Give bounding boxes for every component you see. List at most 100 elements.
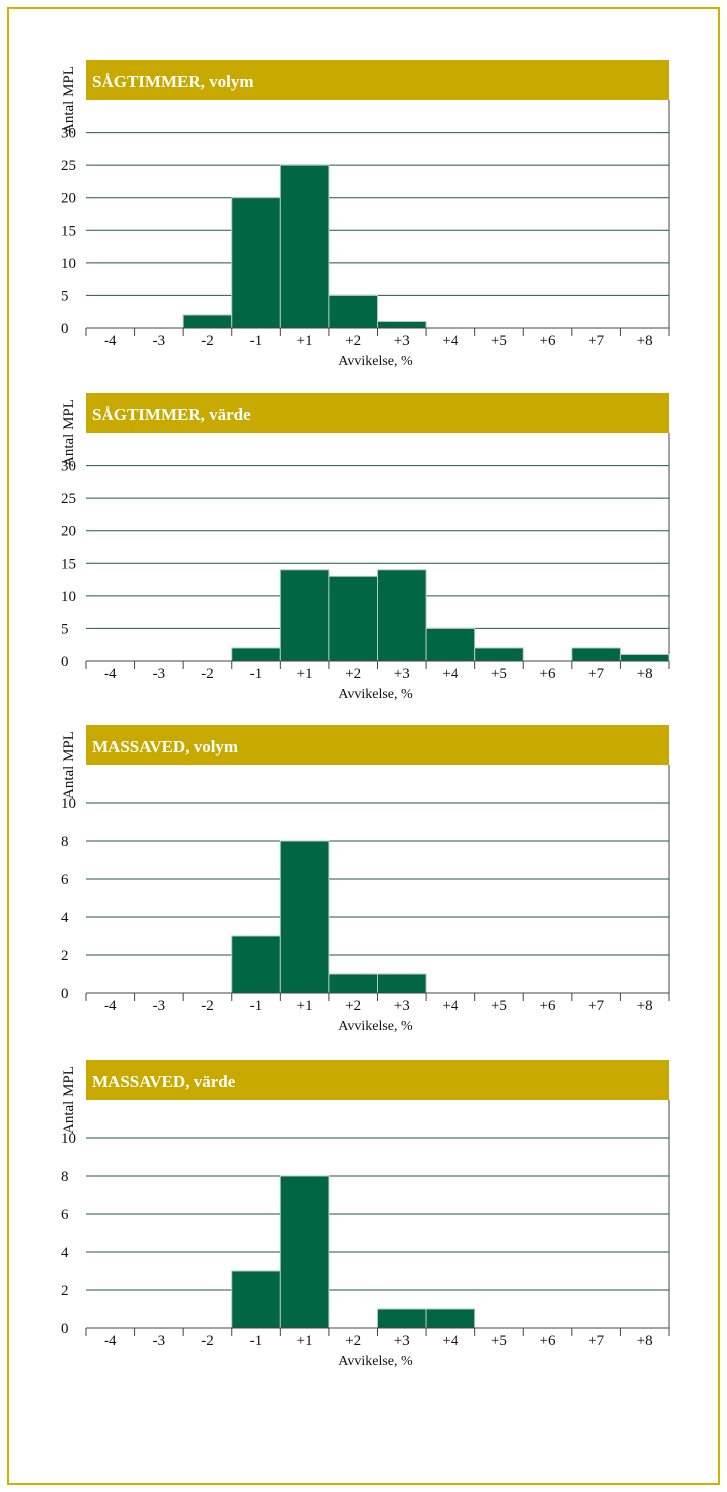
- histogram-bar: [280, 1176, 329, 1328]
- x-tick-label: -2: [201, 666, 214, 682]
- chart-panel: SÅGTIMMER, värde Antal MPL 0 5 10 15 20 25 30 -4 -…: [0, 393, 727, 713]
- y-tick-label: 6: [61, 872, 69, 888]
- x-tick-label: +2: [345, 666, 361, 682]
- y-tick-label: 30: [61, 459, 76, 475]
- y-axis-label: Antal MPL: [61, 1066, 77, 1134]
- x-tick-label: -4: [104, 1333, 117, 1349]
- x-tick-label: +2: [345, 333, 361, 349]
- x-tick-label: +1: [297, 998, 313, 1014]
- y-tick-label: 2: [61, 1283, 69, 1299]
- x-tick-label: -4: [104, 666, 117, 682]
- y-tick-label: 0: [61, 654, 69, 670]
- x-axis-label: Avvikelse, %: [338, 1354, 413, 1369]
- y-tick-label: 5: [61, 288, 69, 304]
- histogram-bar: [378, 974, 427, 993]
- chart-title: SÅGTIMMER, värde: [92, 405, 251, 424]
- histogram-bar: [329, 295, 378, 328]
- histogram-bar: [378, 321, 427, 328]
- y-tick-label: 8: [61, 1169, 69, 1185]
- x-tick-label: +3: [394, 333, 410, 349]
- x-tick-label: +6: [540, 1333, 556, 1349]
- histogram-bar: [280, 570, 329, 661]
- chart-panel: MASSAVED, volym Antal MPL 0 2 4 6 8 10 -4 -3 -2 -1 +…: [0, 725, 727, 1045]
- x-tick-label: -3: [153, 666, 166, 682]
- y-tick-label: 10: [61, 1131, 76, 1147]
- histogram-chart: MASSAVED, volymAntal MPL0246810-4 -3 -2 -1 +…: [0, 725, 727, 1045]
- histogram-bar: [329, 974, 378, 993]
- histogram-bar: [280, 841, 329, 993]
- x-tick-label: -4: [104, 333, 117, 349]
- x-tick-label: -1: [250, 666, 263, 682]
- chart-panel: SÅGTIMMER, volym Antal MPL 0 5 10 15 20 25 30 -4 -…: [0, 60, 727, 380]
- x-tick-label: +6: [540, 998, 556, 1014]
- y-tick-label: 8: [61, 834, 69, 850]
- histogram-bar: [378, 570, 427, 661]
- chart-title: MASSAVED, volym: [92, 737, 238, 756]
- y-axis-label: Antal MPL: [61, 399, 77, 467]
- y-tick-label: 25: [61, 491, 76, 507]
- x-axis-label: Avvikelse, %: [338, 687, 413, 702]
- x-tick-label: +7: [588, 1333, 604, 1349]
- y-tick-label: 10: [61, 589, 76, 605]
- x-tick-label: +6: [540, 666, 556, 682]
- x-tick-label: -3: [153, 998, 166, 1014]
- y-axis-label: Antal MPL: [61, 731, 77, 799]
- x-tick-label: +2: [345, 998, 361, 1014]
- x-tick-label: +8: [637, 998, 653, 1014]
- y-tick-label: 20: [61, 524, 76, 540]
- histogram-bar: [280, 165, 329, 328]
- x-tick-label: -2: [201, 998, 214, 1014]
- x-tick-label: +8: [637, 333, 653, 349]
- histogram-bar: [475, 648, 524, 661]
- x-tick-label: +5: [491, 666, 507, 682]
- histogram-bar: [426, 1309, 475, 1328]
- x-tick-label: +4: [442, 1333, 458, 1349]
- histogram-chart: SÅGTIMMER, volym Antal MPL 0 5 10 15 20 25 30 -4 -…: [0, 60, 727, 380]
- chart-panel: MASSAVED, värde Antal MPL 0 2 4 6 8 10 -4 -3 -2 -1 +…: [0, 1060, 727, 1380]
- histogram-bar: [620, 654, 669, 661]
- y-tick-label: 4: [61, 1245, 69, 1261]
- y-tick-label: 0: [61, 1321, 69, 1337]
- x-tick-label: +7: [588, 666, 604, 682]
- x-tick-label: +3: [394, 1333, 410, 1349]
- histogram-bar: [183, 315, 232, 328]
- histogram-bar: [329, 576, 378, 661]
- x-tick-label: -3: [153, 1333, 166, 1349]
- histogram-bar: [378, 1309, 427, 1328]
- x-tick-label: +5: [491, 998, 507, 1014]
- x-tick-label: +2: [345, 1333, 361, 1349]
- y-tick-label: 0: [61, 321, 69, 337]
- x-tick-label: -1: [250, 1333, 263, 1349]
- y-tick-label: 15: [61, 223, 76, 239]
- histogram-bar: [232, 936, 281, 993]
- y-tick-label: 10: [61, 256, 76, 272]
- x-tick-label: +3: [394, 666, 410, 682]
- x-tick-label: +1: [297, 333, 313, 349]
- chart-title: SÅGTIMMER, volym: [92, 72, 254, 91]
- x-tick-label: +7: [588, 333, 604, 349]
- x-tick-label: -1: [250, 333, 263, 349]
- x-tick-label: +6: [540, 333, 556, 349]
- y-tick-label: 6: [61, 1207, 69, 1223]
- x-tick-label: +8: [637, 1333, 653, 1349]
- chart-title: MASSAVED, värde: [92, 1072, 236, 1091]
- histogram-bar: [232, 198, 281, 328]
- y-tick-label: 30: [61, 126, 76, 142]
- y-tick-label: 10: [61, 796, 76, 812]
- x-tick-label: +4: [442, 333, 458, 349]
- histogram-bar: [572, 648, 621, 661]
- x-tick-label: +5: [491, 1333, 507, 1349]
- x-tick-label: +7: [588, 998, 604, 1014]
- x-tick-label: +4: [442, 666, 458, 682]
- x-tick-label: -2: [201, 333, 214, 349]
- y-tick-label: 4: [61, 910, 69, 926]
- y-tick-label: 5: [61, 621, 69, 637]
- y-tick-label: 20: [61, 191, 76, 207]
- x-tick-label: -3: [153, 333, 166, 349]
- x-tick-label: -4: [104, 998, 117, 1014]
- x-axis-label: Avvikelse, %: [338, 1019, 413, 1034]
- x-tick-label: +1: [297, 1333, 313, 1349]
- y-axis-label: Antal MPL: [61, 66, 77, 134]
- x-axis-label: Avvikelse, %: [338, 354, 413, 369]
- x-tick-label: +4: [442, 998, 458, 1014]
